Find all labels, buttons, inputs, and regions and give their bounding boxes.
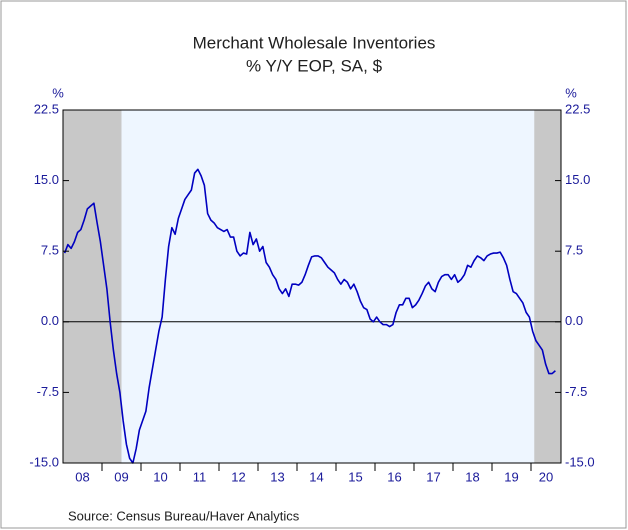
x-tick-label: 15 [348,469,362,484]
y2-tick-label: -7.5 [565,384,587,399]
chart-title: Merchant Wholesale Inventories [193,33,436,52]
y2-tick-label: 0.0 [565,313,583,328]
y-tick-label: -15.0 [29,454,59,469]
x-tick-label: 18 [465,469,479,484]
chart-subtitle: % Y/Y EOP, SA, $ [246,56,383,75]
recession-shading [534,110,561,463]
x-tick-label: 20 [539,469,553,484]
y-tick-label: -7.5 [37,384,59,399]
x-tick-label: 10 [153,469,167,484]
y-tick-label: 22.5 [34,101,59,116]
plot-background [63,110,561,463]
x-tick-label: 14 [309,469,323,484]
y2-tick-label: 15.0 [565,172,590,187]
y2-tick-label: 7.5 [565,243,583,258]
x-tick-label: 13 [270,469,284,484]
x-tick-label: 08 [75,469,89,484]
x-tick-label: 19 [504,469,518,484]
plot-border [62,109,562,464]
y2-tick-label: 22.5 [565,101,590,116]
x-tick-label: 12 [231,469,245,484]
x-tick-label: 11 [193,469,207,484]
recession-shading [63,110,122,463]
y-tick-label: 0.0 [41,313,59,328]
x-tick-label: 17 [426,469,440,484]
source-note: Source: Census Bureau/Haver Analytics [68,508,300,523]
y2-axis-unit: % [565,85,577,100]
y-tick-label: 15.0 [34,172,59,187]
y-tick-label: 7.5 [41,243,59,258]
x-tick-label: 16 [387,469,401,484]
data-line [63,168,556,464]
y2-tick-label: -15.0 [565,454,595,469]
y-axis-unit: % [52,85,64,100]
x-tick-label: 09 [114,469,128,484]
